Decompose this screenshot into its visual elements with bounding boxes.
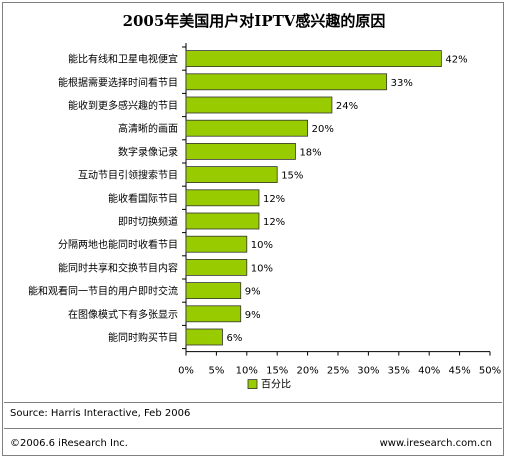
value-label: 12% [263, 217, 285, 228]
bar [185, 50, 442, 67]
category-label: 高清晰的画面 [118, 122, 178, 135]
value-label: 24% [336, 101, 358, 112]
value-label: 42% [445, 55, 467, 66]
value-label: 18% [299, 147, 321, 158]
legend-label: 百分比 [261, 379, 291, 391]
category-label: 分隔两地也能同时收看节目 [58, 238, 178, 251]
legend-swatch [247, 379, 258, 390]
x-tick-label: 35% [388, 366, 410, 377]
divider [4, 402, 502, 403]
category-label: 能收到更多感兴趣的节目 [68, 99, 178, 112]
value-label: 20% [312, 124, 334, 135]
x-tick-label: 45% [448, 366, 470, 377]
bar [185, 235, 248, 253]
category-label: 能同时购买节目 [108, 331, 178, 344]
category-label: 互动节目引领搜索节目 [78, 169, 178, 182]
bar [185, 328, 223, 346]
bar [185, 282, 242, 300]
value-label: 33% [391, 78, 413, 89]
x-tick-label: 40% [418, 366, 440, 377]
x-tick-label: 50% [479, 366, 501, 377]
category-label: 能根据需要选择时间看节目 [58, 76, 178, 89]
source-note: Source: Harris Interactive, Feb 2006 [10, 408, 191, 419]
category-label: 能和观看同一节目的用户即时交流 [28, 285, 178, 298]
x-tick-label: 5% [208, 366, 224, 377]
x-tick-label: 0% [178, 366, 194, 377]
category-label: 能比有线和卫星电视便宜 [68, 53, 178, 66]
category-label: 能同时共享和交换节目内容 [58, 261, 178, 274]
value-label: 15% [281, 171, 303, 182]
x-tick-label: 25% [327, 366, 349, 377]
bar [185, 119, 308, 137]
category-label: 在图像模式下有多张显示 [68, 308, 178, 321]
bar [185, 96, 333, 114]
bar [185, 305, 242, 323]
x-tick-label: 30% [357, 366, 379, 377]
bar-chart: 能比有线和卫星电视便宜 42% 能根据需要选择时间看节目 33% 能收到更多感兴趣的节目… [28, 43, 501, 391]
value-label: 10% [251, 240, 273, 251]
category-label: 数字录像记录 [118, 145, 178, 158]
category-label: 能收看国际节目 [108, 192, 178, 205]
divider [4, 428, 502, 429]
value-label: 10% [251, 263, 273, 274]
category-label: 即时切换频道 [118, 215, 178, 228]
x-tick-label: 20% [296, 366, 318, 377]
bar [185, 142, 296, 160]
copyright-text: ©2006.6 iResearch Inc. [10, 438, 128, 449]
x-tick-label: 15% [266, 366, 288, 377]
website-url: www.iresearch.com.cn [379, 438, 492, 449]
chart-title: 2005年美国用户对IPTV感兴趣的原因 [122, 12, 386, 30]
bar [185, 189, 260, 207]
bar [185, 258, 248, 276]
bar [185, 166, 278, 184]
x-tick-label: 10% [236, 366, 258, 377]
value-label: 9% [245, 287, 261, 298]
bar [185, 212, 260, 230]
bar [185, 73, 388, 91]
value-label: 6% [226, 333, 242, 344]
value-label: 9% [245, 310, 261, 321]
value-label: 12% [263, 194, 285, 205]
